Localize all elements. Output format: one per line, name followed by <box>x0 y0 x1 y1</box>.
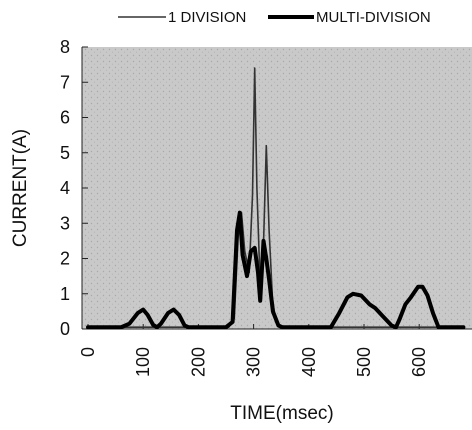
y-tick-label-8: 8 <box>60 37 70 57</box>
y-tick-label-1: 1 <box>60 284 70 304</box>
x-tick-label-100: 100 <box>133 347 153 377</box>
x-tick-label-400: 400 <box>299 347 319 377</box>
plot-area <box>82 47 472 329</box>
x-tick-label-200: 200 <box>188 347 208 377</box>
legend: 1 DIVISION MULTI-DIVISION <box>118 9 431 26</box>
x-tick-label-300: 300 <box>244 347 264 377</box>
y-tick-label-5: 5 <box>60 143 70 163</box>
y-tick-label-6: 6 <box>60 108 70 128</box>
y-tick-label-4: 4 <box>60 178 70 198</box>
y-ticks: 0 1 2 3 4 5 6 7 8 <box>60 37 88 339</box>
y-tick-label-0: 0 <box>60 319 70 339</box>
legend-label-series-1: 1 DIVISION <box>168 9 246 26</box>
x-tick-label-600: 600 <box>409 347 429 377</box>
y-tick-label-2: 2 <box>60 249 70 269</box>
y-axis-title: CURRENT(A) <box>10 129 31 247</box>
x-tick-label-500: 500 <box>354 347 374 377</box>
series-line-2 <box>86 210 466 330</box>
series-layer <box>86 67 466 330</box>
x-ticks: 0 100 200 300 400 500 600 <box>78 324 429 377</box>
y-tick-label-3: 3 <box>60 213 70 233</box>
x-axis-title: TIME(msec) <box>230 403 333 424</box>
x-tick-label-0: 0 <box>78 347 98 357</box>
y-tick-label-7: 7 <box>60 72 70 92</box>
legend-label-series-2: MULTI-DIVISION <box>316 9 431 26</box>
